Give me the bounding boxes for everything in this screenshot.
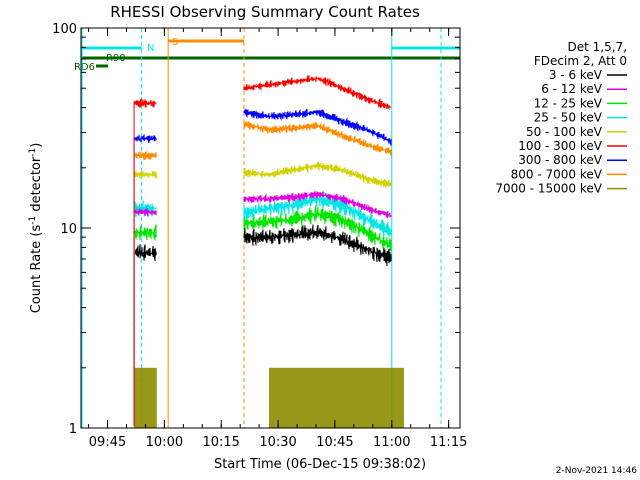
series-1-segment-2: [243, 190, 392, 219]
y-axis-label-sup2: -1: [28, 148, 38, 157]
x-tick-label: 10:00: [146, 435, 183, 450]
x-tick-label: 09:45: [89, 435, 126, 450]
series-8: [134, 367, 404, 428]
x-tick-label: 11:15: [430, 435, 467, 450]
legend-label-8: 7000 - 15000 keV: [495, 182, 602, 196]
x-tick-label: 10:30: [259, 435, 296, 450]
legend-header-2: FDecim 2, Att 0: [534, 54, 627, 68]
series-8-block-1: [268, 367, 404, 428]
series-2-segment-2: [243, 205, 392, 252]
series-5-segment-2: [243, 75, 392, 111]
legend-label-2: 12 - 25 keV: [534, 96, 603, 110]
series-7-segment-1: [133, 150, 157, 160]
y-axis-label-end: detector: [29, 156, 44, 216]
legend-label-7: 800 - 7000 keV: [511, 167, 603, 181]
series-6-segment-1: [133, 134, 157, 143]
y-tick-label: 1: [69, 422, 77, 437]
series-4-segment-2: [243, 161, 392, 188]
legend-header-1: Det 1,5,7,: [568, 40, 628, 54]
series-5: [133, 75, 392, 427]
date-stamp: 2-Nov-2021 14:46: [556, 466, 638, 476]
night-flag-label: N: [147, 43, 154, 54]
x-tick-label: 10:45: [316, 435, 353, 450]
y-axis-label-main: Count Rate (s: [29, 225, 44, 314]
legend-label-5: 100 - 300 keV: [518, 139, 602, 153]
axes-layer: 1 10 100 09:45 10:00 10:15 10:30 10:45 11:00 11:1…: [52, 22, 467, 450]
legend-label-4: 50 - 100 keV: [526, 125, 603, 139]
series-0-segment-1: [133, 244, 157, 262]
legend-label-6: 300 - 800 keV: [518, 153, 602, 167]
series-5-segment-1: [133, 97, 157, 108]
series-2-segment-1: [133, 224, 157, 241]
x-axis-label: Start Time (06-Dec-15 09:38:02): [214, 457, 426, 472]
legend-label-3: 25 - 50 keV: [534, 111, 603, 125]
y-axis-label-sup: -1: [28, 216, 38, 225]
series-0-segment-2: [243, 224, 392, 267]
series-6-segment-2: [243, 108, 392, 146]
chart-title: RHESSI Observing Summary Count Rates: [110, 3, 420, 21]
x-tick-label: 10:15: [202, 435, 239, 450]
saa-flag-label: S: [172, 37, 178, 48]
legend-label-1: 6 - 12 keV: [541, 82, 603, 96]
y-tick-label: 100: [52, 22, 77, 37]
y-tick-label: 10: [60, 222, 77, 237]
y-axis-label: Count Rate (s-1 detector-1): [28, 143, 44, 314]
x-tick-label: 11:00: [373, 435, 410, 450]
series-4-segment-1: [133, 170, 157, 179]
series-7-segment-2: [243, 120, 392, 157]
rd6-flag-label: RD6: [74, 62, 95, 73]
r90-flag-label: R90: [106, 53, 126, 64]
series-1-segment-1: [133, 207, 157, 217]
series-8-block-0: [134, 367, 157, 428]
legend-label-0: 3 - 6 keV: [549, 68, 603, 82]
y-axis-label-close: ): [29, 143, 44, 148]
